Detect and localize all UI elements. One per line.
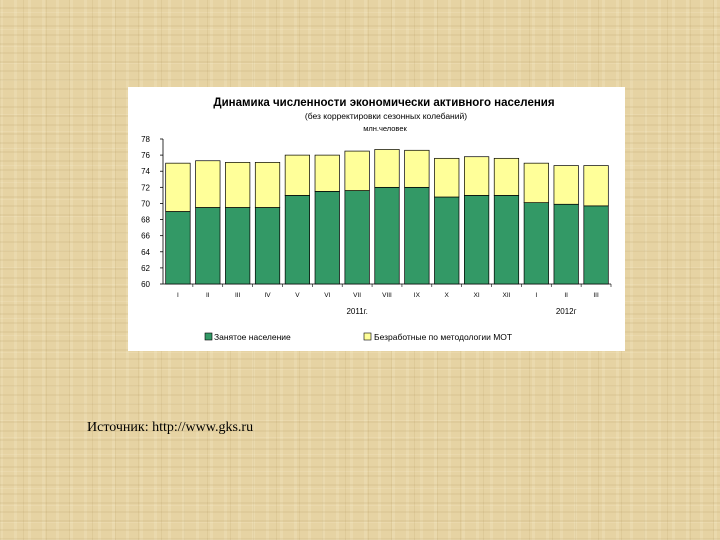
bar-unemployed xyxy=(404,149,430,188)
legend-label-employed: Занятое население xyxy=(214,332,291,342)
bar-employed xyxy=(374,186,400,285)
legend-label-unemployed: Безработные по методологии МОТ xyxy=(374,332,512,342)
bar-unemployed xyxy=(434,157,460,198)
x-category-label: VI xyxy=(324,292,330,299)
chart-subtitle: (без корректировки сезонных колебаний) xyxy=(305,111,467,121)
bar-employed xyxy=(464,195,490,285)
bar-employed xyxy=(553,203,579,285)
chart-panel: Динамика численности экономически активн… xyxy=(128,87,625,351)
legend: Занятое население Безработные по методол… xyxy=(204,332,512,342)
bar-employed xyxy=(583,205,609,285)
x-category-label: II xyxy=(206,292,210,299)
chart-title: Динамика численности экономически активн… xyxy=(213,97,554,109)
bar-unemployed xyxy=(523,162,549,203)
bar-employed xyxy=(493,195,520,285)
x-category-label: I xyxy=(177,292,179,299)
y-tick-label: 72 xyxy=(141,183,150,192)
x-category-label: IX xyxy=(414,292,421,299)
bar-unemployed xyxy=(284,154,310,196)
y-tick-label: 70 xyxy=(141,199,150,208)
y-tick-label: 62 xyxy=(141,264,150,273)
x-year-label: 2011г. xyxy=(346,307,367,316)
x-category-label: V xyxy=(295,292,300,299)
bar-employed xyxy=(434,196,460,285)
bar-unemployed xyxy=(314,154,340,192)
legend-swatch-employed xyxy=(204,332,213,341)
x-year-label: 2012г xyxy=(556,307,577,316)
bar-unemployed xyxy=(195,160,221,208)
x-category-label: XI xyxy=(474,292,480,299)
bar-employed xyxy=(523,202,549,285)
x-category-label: I xyxy=(535,292,537,299)
legend-swatch-unemployed xyxy=(363,332,372,341)
bar-employed xyxy=(314,191,340,285)
bar-unemployed xyxy=(583,165,609,207)
bar-unemployed xyxy=(374,149,400,188)
source-caption: Источник: http://www.gks.ru xyxy=(87,420,254,435)
stacked-bar-chart: Динамика численности экономически активн… xyxy=(141,97,612,342)
bar-unemployed xyxy=(464,156,490,196)
bar-employed xyxy=(165,211,191,285)
x-category-label: II xyxy=(564,292,568,299)
bar-unemployed xyxy=(254,162,281,208)
bar-employed xyxy=(404,186,430,285)
bar-employed xyxy=(254,207,281,285)
x-category-label: XII xyxy=(502,292,510,299)
y-tick-label: 60 xyxy=(141,280,150,289)
x-category-label: III xyxy=(593,292,599,299)
y-tick-label: 64 xyxy=(141,248,150,257)
x-category-label: VII xyxy=(353,292,361,299)
bar-unemployed xyxy=(165,162,191,212)
bar-unemployed xyxy=(225,162,251,208)
x-category-label: VIII xyxy=(382,292,392,299)
y-tick-label: 76 xyxy=(141,151,150,160)
y-tick-label: 66 xyxy=(141,232,150,241)
bar-employed xyxy=(284,195,310,285)
x-category-label: X xyxy=(445,292,450,299)
x-category-label: IV xyxy=(264,292,271,299)
bar-employed xyxy=(195,207,221,285)
bar-unemployed xyxy=(493,157,520,196)
x-category-label: III xyxy=(235,292,241,299)
y-tick-label: 68 xyxy=(141,216,150,225)
chart-unit: млн.человек xyxy=(363,124,407,133)
bar-employed xyxy=(344,190,370,285)
bar-employed xyxy=(225,207,251,285)
y-tick-label: 78 xyxy=(141,135,150,144)
bar-unemployed xyxy=(344,150,370,191)
y-tick-label: 74 xyxy=(141,167,150,176)
bar-unemployed xyxy=(553,165,579,205)
